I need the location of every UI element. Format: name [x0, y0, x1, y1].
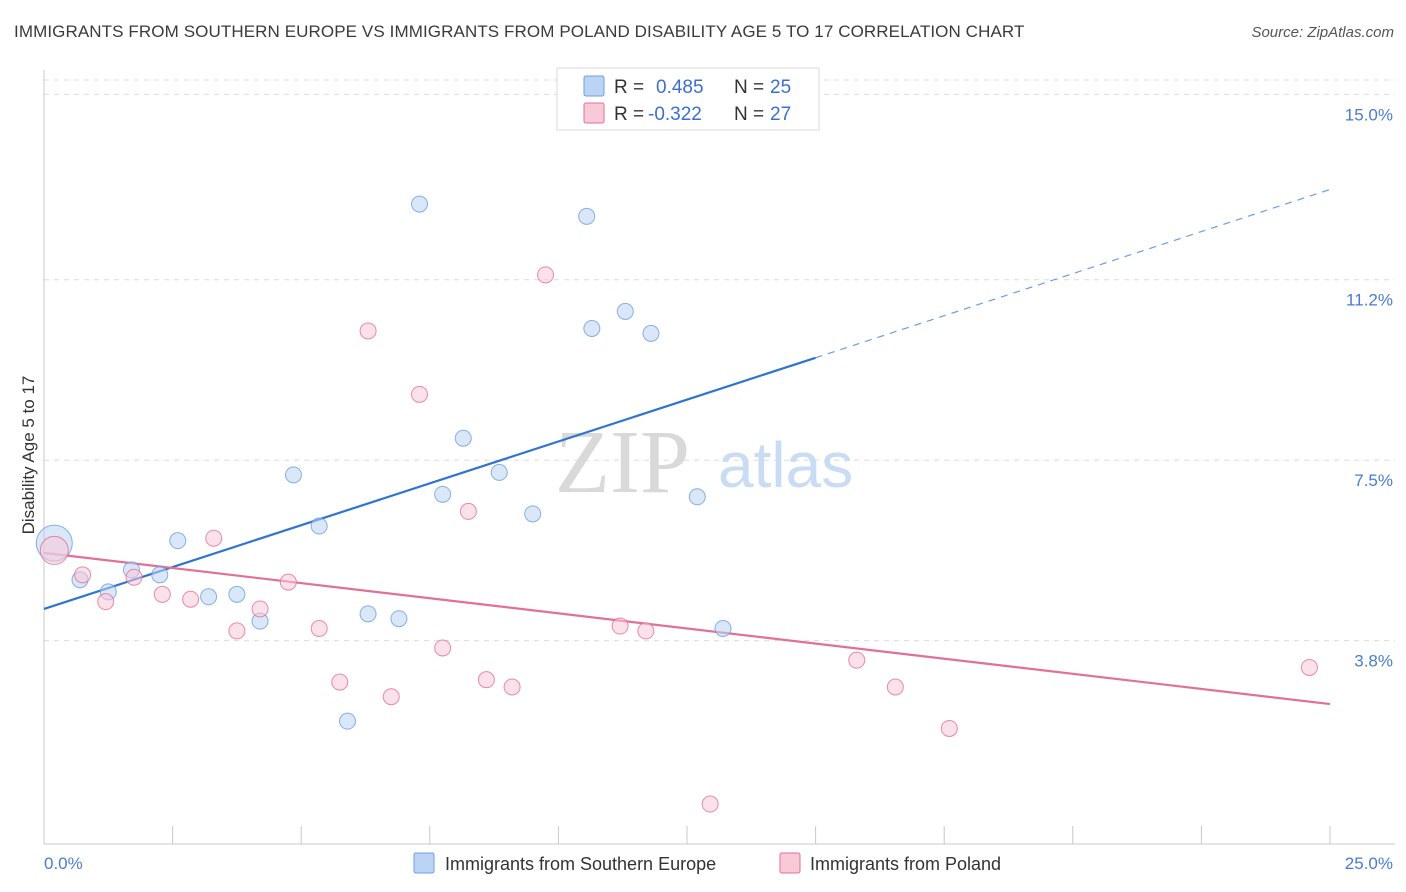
point-southern-europe — [616, 302, 634, 320]
point-southern-europe — [583, 320, 601, 338]
point-poland — [537, 266, 555, 284]
point-southern-europe — [228, 585, 246, 603]
point-southern-europe — [578, 207, 596, 225]
axes — [43, 70, 1395, 845]
point-southern-europe — [310, 517, 328, 535]
point-southern-europe — [714, 619, 732, 637]
point-southern-europe — [359, 605, 377, 623]
watermark: ZIP atlas — [555, 413, 853, 512]
point-poland — [411, 385, 429, 403]
point-southern-europe — [151, 566, 169, 584]
data-points — [35, 195, 1318, 813]
point-poland — [279, 573, 297, 591]
point-poland — [97, 593, 115, 611]
point-southern-europe — [411, 195, 429, 213]
chart-title: IMMIGRANTS FROM SOUTHERN EUROPE VS IMMIG… — [14, 22, 1025, 41]
point-poland — [434, 639, 452, 657]
point-southern-europe — [688, 488, 706, 506]
point-southern-europe — [284, 466, 302, 484]
point-poland — [228, 622, 246, 640]
legend-swatch-poland — [583, 102, 605, 124]
y-tick-label: 7.5% — [1354, 471, 1393, 490]
trend-lines — [43, 188, 1331, 706]
point-poland — [359, 322, 377, 340]
y-tick-labels: 3.8% 7.5% 11.2% 15.0% — [1345, 105, 1393, 670]
point-southern-europe — [169, 532, 187, 550]
trend-extension-southern-europe — [815, 188, 1331, 359]
legend-r-label-1: R = — [614, 77, 644, 98]
y-tick-label: 11.2% — [1346, 291, 1393, 310]
legend-r-label-2: R = — [614, 104, 644, 125]
series-swatch-poland — [779, 852, 801, 874]
y-tick-label: 3.8% — [1354, 652, 1393, 671]
point-southern-europe — [524, 505, 542, 523]
watermark-zip: ZIP — [555, 413, 690, 512]
legend-n-label-2: N = — [734, 104, 764, 125]
point-southern-europe — [454, 429, 472, 447]
point-southern-europe — [390, 610, 408, 628]
legend-n-value-1: 25 — [770, 77, 791, 98]
point-poland — [125, 568, 143, 586]
point-poland — [39, 535, 69, 565]
legend-n-value-2: 27 — [770, 104, 791, 125]
point-poland — [153, 585, 171, 603]
point-poland — [477, 671, 495, 689]
series-label-southern-europe: Immigrants from Southern Europe — [445, 854, 716, 874]
point-poland — [382, 688, 400, 706]
point-poland — [886, 678, 904, 696]
point-poland — [310, 619, 328, 637]
x-tick-label: 0.0% — [44, 854, 83, 873]
x-tick-labels: 0.0% 25.0% — [44, 854, 1393, 873]
point-poland — [251, 600, 269, 618]
point-poland — [74, 566, 92, 584]
point-poland — [940, 719, 958, 737]
legend-swatch-southern-europe — [583, 75, 605, 97]
point-poland — [205, 529, 223, 547]
point-poland — [331, 673, 349, 691]
legend-n-label-1: N = — [734, 77, 764, 98]
watermark-atlas: atlas — [718, 429, 853, 501]
point-southern-europe — [434, 485, 452, 503]
point-southern-europe — [642, 324, 660, 342]
point-poland — [611, 617, 629, 635]
point-poland — [1300, 658, 1318, 676]
trend-line-poland — [43, 551, 1331, 706]
correlation-legend: R = 0.485 N = 25 R = -0.322 N = 27 — [556, 67, 820, 131]
series-label-poland: Immigrants from Poland — [810, 854, 1001, 874]
point-southern-europe — [490, 463, 508, 481]
source-credit: Source: ZipAtlas.com — [1251, 24, 1394, 41]
x-tick-label: 25.0% — [1345, 854, 1393, 873]
gridlines — [44, 79, 1395, 642]
series-legend: Immigrants from Southern Europe Immigran… — [413, 852, 1001, 874]
series-swatch-southern-europe — [413, 852, 435, 874]
point-poland — [637, 622, 655, 640]
point-poland — [701, 795, 719, 813]
legend-r-value-2: -0.322 — [648, 104, 702, 125]
y-axis-label: Disability Age 5 to 17 — [19, 376, 38, 535]
y-tick-label: 15.0% — [1345, 105, 1393, 124]
legend-r-value-1: 0.485 — [656, 77, 704, 98]
point-southern-europe — [338, 712, 356, 730]
point-poland — [459, 502, 477, 520]
point-poland — [503, 678, 521, 696]
point-southern-europe — [200, 588, 218, 606]
point-poland — [182, 590, 200, 608]
point-poland — [848, 651, 866, 669]
